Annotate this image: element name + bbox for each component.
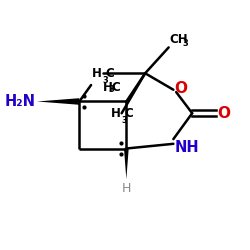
Text: 3: 3 bbox=[122, 116, 128, 124]
Text: H: H bbox=[110, 107, 120, 120]
Text: C: C bbox=[106, 67, 114, 80]
Text: CH: CH bbox=[170, 33, 188, 46]
Text: 3: 3 bbox=[103, 76, 108, 84]
Text: C: C bbox=[124, 107, 133, 120]
Text: O: O bbox=[174, 81, 188, 96]
Polygon shape bbox=[37, 98, 79, 105]
Text: H₂N: H₂N bbox=[5, 94, 36, 109]
Text: NH: NH bbox=[174, 140, 199, 155]
Text: O: O bbox=[217, 106, 230, 121]
Text: H: H bbox=[122, 182, 131, 195]
Text: H: H bbox=[103, 81, 113, 94]
Text: 3: 3 bbox=[182, 39, 188, 48]
Text: 3: 3 bbox=[108, 85, 114, 94]
Text: H: H bbox=[92, 67, 102, 80]
Text: C: C bbox=[111, 81, 120, 94]
Polygon shape bbox=[124, 148, 129, 179]
